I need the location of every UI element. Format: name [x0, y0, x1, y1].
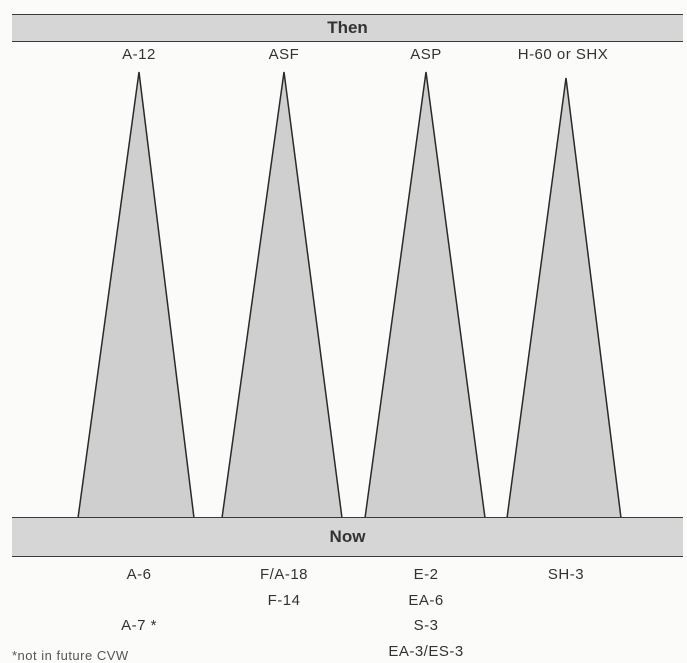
now-item-col-2: F-14 — [268, 592, 301, 609]
now-item-col-2: F/A-18 — [260, 566, 308, 583]
now-item-col-3: E-2 — [414, 566, 439, 583]
then-label-col-2: ASF — [269, 46, 300, 63]
triangle-col-3 — [365, 72, 485, 518]
triangle-col-4 — [507, 78, 621, 518]
now-band: Now — [12, 517, 683, 557]
now-item-col-4: SH-3 — [548, 566, 584, 583]
now-item-col-3: EA-6 — [408, 592, 443, 609]
now-item-col-3: EA-3/ES-3 — [388, 643, 463, 660]
footnote: *not in future CVW — [12, 648, 129, 663]
now-item-col-3: S-3 — [414, 617, 439, 634]
now-item-col-1: A-6 — [127, 566, 152, 583]
then-label-col-3: ASP — [410, 46, 442, 63]
now-item-col-1: A-7 * — [121, 617, 157, 634]
triangle-col-1 — [78, 72, 194, 518]
then-label-col-4: H-60 or SHX — [518, 46, 609, 63]
then-label-col-1: A-12 — [122, 46, 156, 63]
now-label: Now — [330, 527, 366, 547]
triangle-col-2 — [222, 72, 342, 518]
